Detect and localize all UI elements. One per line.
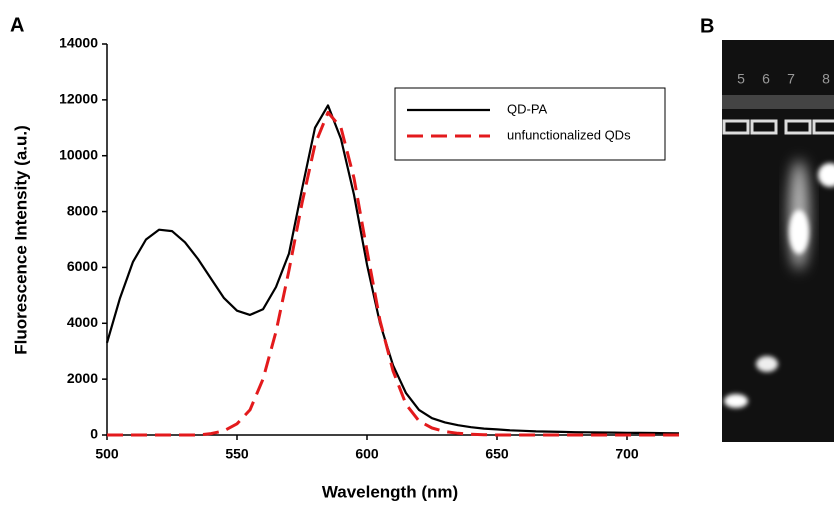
band xyxy=(818,163,834,187)
lane-label: 7 xyxy=(787,71,795,87)
y-tick-label: 10000 xyxy=(59,146,98,162)
x-tick-label: 500 xyxy=(95,446,119,462)
wells xyxy=(722,119,834,135)
band xyxy=(789,210,809,254)
y-tick-label: 14000 xyxy=(59,35,98,51)
x-tick-label: 600 xyxy=(355,446,379,462)
legend-label: unfunctionalized QDs xyxy=(507,127,631,142)
y-tick-label: 8000 xyxy=(67,202,98,218)
x-tick-label: 650 xyxy=(485,446,509,462)
band xyxy=(756,356,778,372)
y-tick-label: 4000 xyxy=(67,314,98,330)
band xyxy=(724,394,748,408)
series-line xyxy=(107,110,679,437)
y-tick-label: 2000 xyxy=(67,370,98,386)
x-axis-label: Wavelength (nm) xyxy=(322,482,458,501)
panel-label: B xyxy=(700,15,714,37)
y-tick-label: 0 xyxy=(90,426,98,442)
lane-label: 6 xyxy=(762,71,770,87)
lane-label: 8 xyxy=(822,71,830,87)
y-tick-label: 12000 xyxy=(59,91,98,107)
x-tick-label: 700 xyxy=(615,446,639,462)
x-tick-label: 550 xyxy=(225,446,249,462)
y-axis-label: Fluorescence Intensity (a.u.) xyxy=(11,125,30,355)
gel-image: B 5 6 7 8 xyxy=(700,15,834,442)
lane-label: 5 xyxy=(737,71,745,87)
panel-label: A xyxy=(10,14,24,36)
legend-box xyxy=(394,87,666,161)
gel-strip xyxy=(722,95,834,109)
y-tick-label: 6000 xyxy=(67,258,98,274)
legend-label: QD-PA xyxy=(507,101,548,116)
legend: QD-PA unfunctionalized QDs xyxy=(394,87,666,161)
